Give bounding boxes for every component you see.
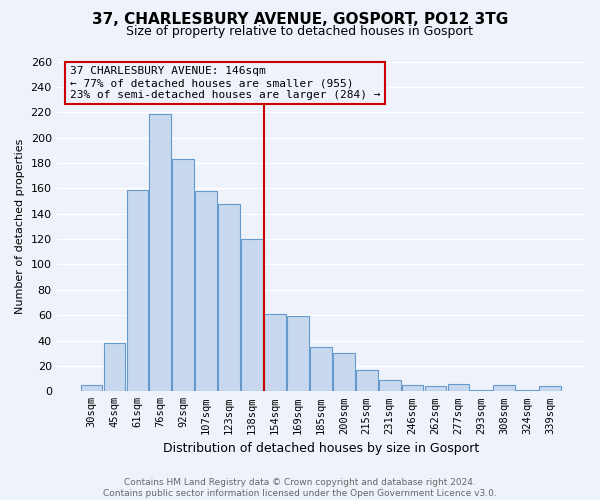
Bar [356, 370, 377, 392]
Y-axis label: Number of detached properties: Number of detached properties [15, 138, 25, 314]
Bar [379, 380, 401, 392]
Text: 37, CHARLESBURY AVENUE, GOSPORT, PO12 3TG: 37, CHARLESBURY AVENUE, GOSPORT, PO12 3T… [92, 12, 508, 28]
Bar [425, 386, 446, 392]
Text: Size of property relative to detached houses in Gosport: Size of property relative to detached ho… [127, 25, 473, 38]
Bar [196, 191, 217, 392]
Bar [172, 159, 194, 392]
Bar [218, 204, 240, 392]
Bar [310, 347, 332, 392]
Bar [539, 386, 561, 392]
Bar [149, 114, 171, 392]
Bar [516, 390, 538, 392]
Bar [448, 384, 469, 392]
Text: Contains HM Land Registry data © Crown copyright and database right 2024.
Contai: Contains HM Land Registry data © Crown c… [103, 478, 497, 498]
Bar [287, 316, 309, 392]
Bar [333, 354, 355, 392]
Bar [104, 343, 125, 392]
Bar [401, 385, 424, 392]
X-axis label: Distribution of detached houses by size in Gosport: Distribution of detached houses by size … [163, 442, 479, 455]
Bar [470, 390, 492, 392]
Bar [241, 239, 263, 392]
Bar [264, 314, 286, 392]
Text: 37 CHARLESBURY AVENUE: 146sqm
← 77% of detached houses are smaller (955)
23% of : 37 CHARLESBURY AVENUE: 146sqm ← 77% of d… [70, 66, 380, 100]
Bar [80, 385, 103, 392]
Bar [493, 385, 515, 392]
Bar [127, 190, 148, 392]
